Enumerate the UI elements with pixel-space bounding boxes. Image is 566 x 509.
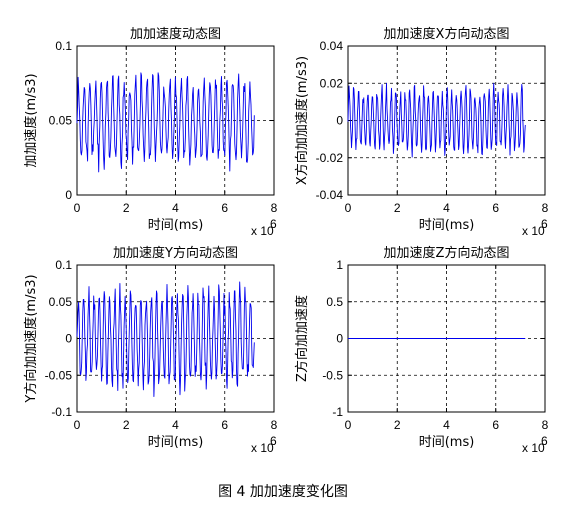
y-tick-label: -0.02 xyxy=(316,151,344,165)
y-tick-label: 0 xyxy=(65,332,72,346)
series-line xyxy=(76,72,255,173)
x-tick-label: 0 xyxy=(74,418,81,432)
x-tick-label: 0 xyxy=(345,201,352,215)
x-axis-label: 时间(ms) xyxy=(419,218,475,233)
x-exponent-power: 6 xyxy=(541,217,548,231)
x-tick-label: 4 xyxy=(443,418,450,432)
y-tick-label: -1 xyxy=(332,405,343,419)
x-tick-label: 8 xyxy=(271,201,278,215)
x-tick-label: 8 xyxy=(542,201,549,215)
y-tick-label: -0.04 xyxy=(316,188,344,202)
y-tick-label: 0.1 xyxy=(55,258,72,272)
x-tick-label: 8 xyxy=(542,418,549,432)
x-axis-label: 时间(ms) xyxy=(419,435,475,450)
y-tick-label: 1 xyxy=(336,258,343,272)
x-tick-label: 6 xyxy=(221,418,228,432)
x-exponent-power: 6 xyxy=(270,217,277,231)
y-tick-label: 0 xyxy=(336,332,343,346)
y-axis-label: Y方向加加速度(m/s3) xyxy=(23,274,39,403)
x-tick-label: 2 xyxy=(123,418,130,432)
x-exponent: x 10 xyxy=(522,441,545,455)
x-exponent-power: 6 xyxy=(270,434,277,448)
x-tick-label: 2 xyxy=(394,201,401,215)
y-tick-label: 0.04 xyxy=(320,39,344,53)
x-tick-label: 6 xyxy=(492,418,499,432)
y-tick-label: -0.5 xyxy=(322,368,343,382)
x-tick-label: 6 xyxy=(221,201,228,215)
y-tick-label: 0.02 xyxy=(320,76,344,90)
series-line xyxy=(347,82,526,158)
x-tick-label: 4 xyxy=(172,201,179,215)
x-tick-label: 6 xyxy=(492,201,499,215)
y-tick-label: 0 xyxy=(65,188,72,202)
x-tick-label: 8 xyxy=(271,418,278,432)
x-exponent: x 10 xyxy=(251,224,274,238)
chart-title: 加加速度动态图 xyxy=(130,26,221,42)
x-tick-label: 0 xyxy=(74,201,81,215)
chart-title: 加加速度X方向动态图 xyxy=(384,26,510,42)
y-axis-label: Z方向加加速度 xyxy=(294,295,310,382)
chart-title: 加加速度Y方向动态图 xyxy=(113,245,238,261)
x-axis-label: 时间(ms) xyxy=(148,218,204,233)
x-tick-label: 4 xyxy=(172,418,179,432)
x-exponent-power: 6 xyxy=(541,434,548,448)
y-tick-label: 0.1 xyxy=(55,39,72,53)
y-axis-label: 加加速度(m/s3) xyxy=(23,73,39,167)
y-axis-label: X方向加加速度(m/s3) xyxy=(294,56,310,185)
x-tick-label: 2 xyxy=(123,201,130,215)
chart-title: 加加速度Z方向动态图 xyxy=(384,245,510,261)
y-tick-label: -0.1 xyxy=(51,405,72,419)
x-exponent: x 10 xyxy=(522,224,545,238)
y-tick-label: 0.5 xyxy=(326,295,343,309)
x-tick-label: 4 xyxy=(443,201,450,215)
figure-caption: 图 4 加加速度变化图 xyxy=(218,484,348,500)
y-tick-label: -0.05 xyxy=(45,368,73,382)
x-axis-label: 时间(ms) xyxy=(148,435,204,450)
y-tick-label: 0 xyxy=(336,114,343,128)
x-exponent: x 10 xyxy=(251,441,274,455)
x-tick-label: 0 xyxy=(345,418,352,432)
y-tick-label: 0.05 xyxy=(49,114,73,128)
y-tick-label: 0.05 xyxy=(49,295,73,309)
x-tick-label: 2 xyxy=(394,418,401,432)
chart-jerk-x: 0 2 4 6 8 -0.04 -0.02 0 0.02 0.04 加加速度X方向动态图时间(ms)… xyxy=(294,26,549,238)
series-line xyxy=(76,281,255,397)
